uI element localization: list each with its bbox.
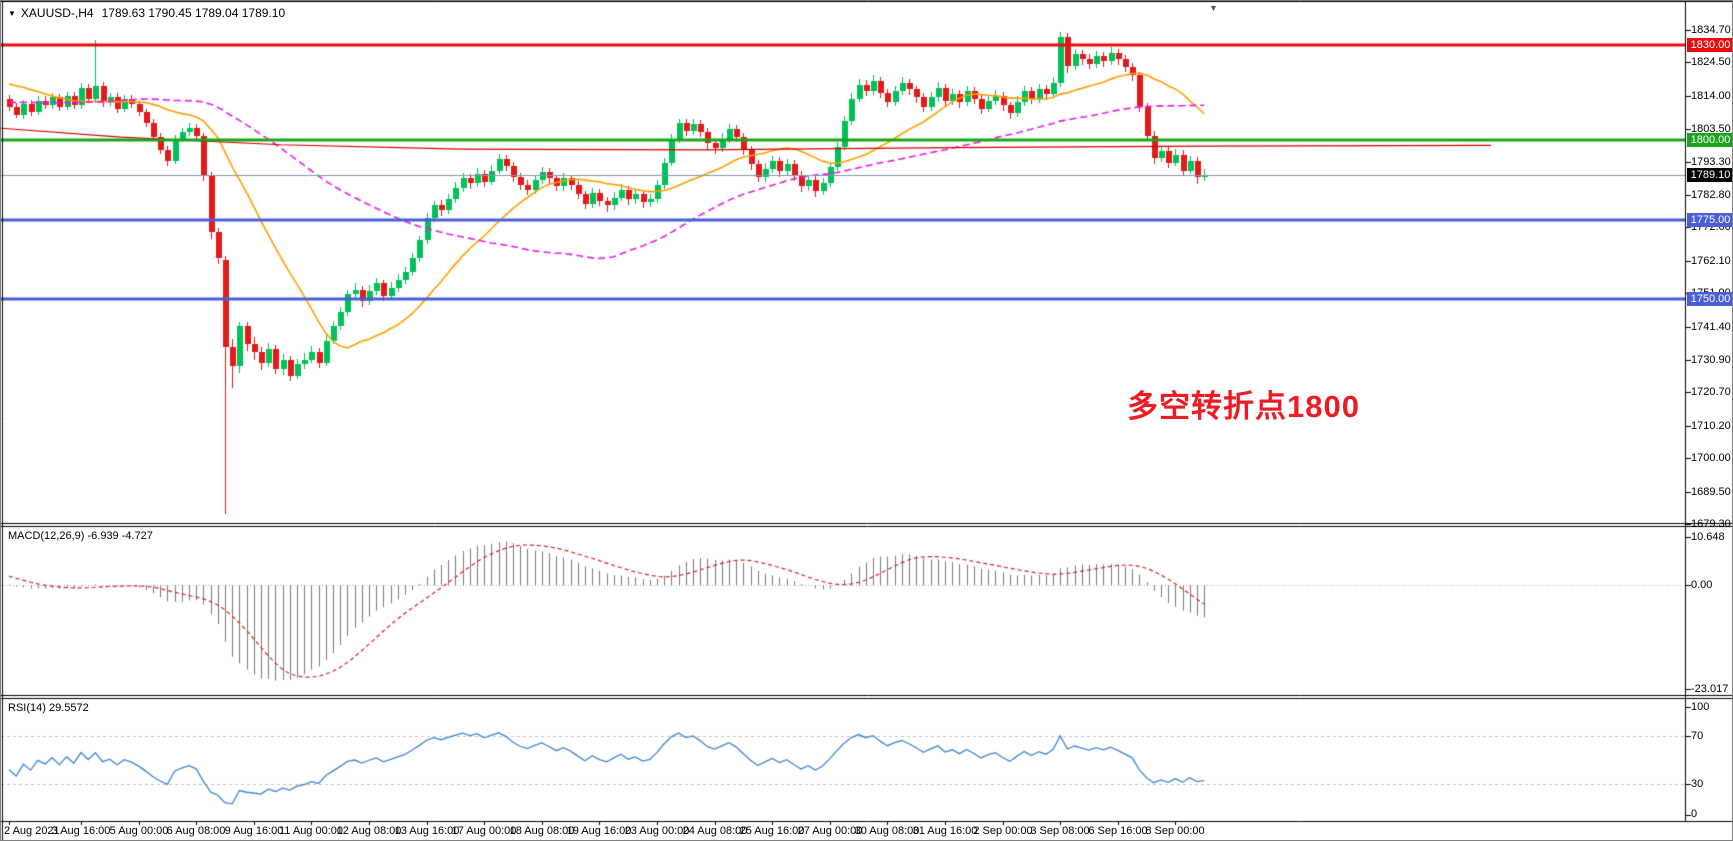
price-axis-tick: 1710.20 — [1691, 420, 1731, 432]
rsi-label: RSI(14) 29.5572 — [8, 702, 89, 714]
price-axis-tick: 1782.80 — [1691, 189, 1731, 201]
time-axis-label: 27 Aug 00:00 — [797, 825, 863, 837]
rsi-axis-tick: 100 — [1691, 701, 1710, 713]
chart-shift-marker-icon[interactable]: ▼ — [1209, 3, 1218, 13]
time-axis-label: 13 Aug 16:00 — [394, 825, 460, 837]
macd-axis-tick: 10.648 — [1691, 531, 1725, 543]
price-tag: 1830.00 — [1687, 38, 1732, 52]
time-axis-label: 9 Aug 16:00 — [224, 825, 284, 837]
price-axis-tick: 1824.50 — [1691, 56, 1731, 68]
annotation-text: 多空转折点1800 — [1127, 389, 1360, 424]
chart-header: ▼ XAUUSD-,H4 1789.63 1790.45 1789.04 1789.… — [8, 6, 285, 20]
time-axis-label: 31 Aug 16:00 — [912, 825, 978, 837]
price-tag: 1800.00 — [1687, 133, 1732, 147]
price-axis-tick: 1814.00 — [1691, 90, 1731, 102]
time-axis-label: 18 Aug 08:00 — [509, 825, 575, 837]
time-axis-label: 6 Aug 08:00 — [166, 825, 226, 837]
time-axis-label: 30 Aug 08:00 — [854, 825, 920, 837]
price-tag: 1750.00 — [1687, 292, 1732, 306]
rsi-axis-tick: 70 — [1691, 730, 1704, 742]
macd-values: -6.939 -4.727 — [87, 530, 153, 542]
time-axis-label: 24 Aug 08:00 — [682, 825, 748, 837]
rsi-value: 29.5572 — [48, 702, 89, 714]
macd-name: MACD(12,26,9) — [8, 530, 85, 542]
price-axis-tick: 1793.30 — [1691, 156, 1731, 168]
time-axis-label: 6 Sep 16:00 — [1088, 825, 1148, 837]
time-axis-label: 8 Sep 00:00 — [1145, 825, 1205, 837]
time-axis-label: 2 Sep 00:00 — [973, 825, 1033, 837]
macd-axis-tick: 0.00 — [1691, 579, 1713, 591]
ohlc-values: 1789.63 1790.45 1789.04 1789.10 — [101, 6, 286, 20]
time-axis-label: 2 Aug 2021 — [4, 825, 60, 837]
time-axis-label: 5 Aug 00:00 — [109, 825, 169, 837]
macd-axis-tick: -23.017 — [1691, 683, 1729, 695]
time-axis-label: 3 Sep 08:00 — [1030, 825, 1090, 837]
time-axis-label: 12 Aug 08:00 — [336, 825, 402, 837]
price-axis-tick: 1720.70 — [1691, 386, 1731, 398]
price-tag: 1789.10 — [1687, 168, 1732, 182]
time-axis-label: 3 Aug 16:00 — [51, 825, 111, 837]
price-axis-tick: 1803.50 — [1691, 123, 1731, 135]
symbol-period-label: XAUUSD-,H4 — [20, 6, 94, 20]
time-axis-label: 17 Aug 00:00 — [451, 825, 517, 837]
rsi-axis-tick: 0 — [1691, 808, 1698, 820]
macd-label: MACD(12,26,9) -6.939 -4.727 — [8, 530, 153, 542]
price-axis-tick: 1834.70 — [1691, 24, 1731, 36]
price-axis-tick: 1689.50 — [1691, 486, 1731, 498]
rsi-axis-tick: 30 — [1691, 778, 1704, 790]
price-axis-tick: 1679.30 — [1691, 518, 1731, 530]
price-axis-tick: 1730.90 — [1691, 354, 1731, 366]
price-axis-tick: 1700.00 — [1691, 452, 1731, 464]
price-tag: 1775.00 — [1687, 213, 1732, 227]
price-axis-tick: 1741.40 — [1691, 321, 1731, 333]
time-axis-label: 11 Aug 00:00 — [278, 825, 344, 837]
rsi-name: RSI(14) — [8, 702, 46, 714]
price-axis-tick: 1762.10 — [1691, 255, 1731, 267]
symbol-dropdown-icon[interactable]: ▼ — [8, 9, 16, 18]
time-axis-label: 19 Aug 16:00 — [566, 825, 632, 837]
time-axis-label: 23 Aug 00:00 — [624, 825, 690, 837]
time-axis-label: 25 Aug 16:00 — [739, 825, 805, 837]
